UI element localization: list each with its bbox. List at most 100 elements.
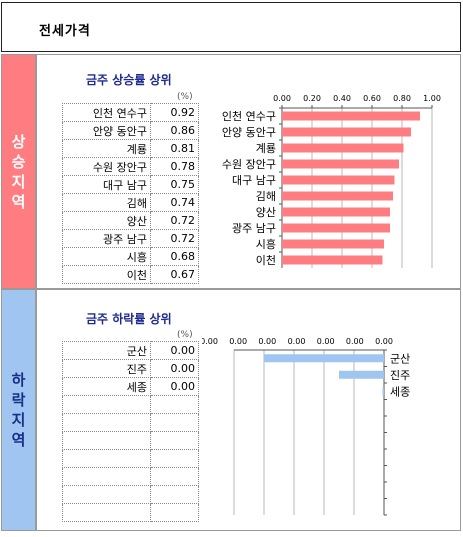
side-divider xyxy=(35,290,37,530)
page-header: 전세가격 xyxy=(1,2,461,52)
table-row: 이천 0.67 xyxy=(62,265,199,284)
table-row xyxy=(62,395,199,414)
rate-value-cell xyxy=(150,413,199,432)
category-label: 인천 연수구 xyxy=(222,109,276,123)
region-name-cell xyxy=(62,503,151,522)
table-row xyxy=(62,413,199,432)
table-row: 광주 남구 0.72 xyxy=(62,229,199,248)
table-row xyxy=(62,485,199,504)
rate-value-cell: 0.00 xyxy=(150,359,199,378)
rising-side-char: 상 xyxy=(11,132,26,151)
region-name-cell: 안양 동안구 xyxy=(62,121,151,140)
category-label: 진주 xyxy=(390,369,410,382)
rising-title: 금주 상승률 상위 xyxy=(86,73,172,87)
falling-side-char: 역 xyxy=(11,431,26,449)
bar xyxy=(282,191,393,201)
rate-value-cell: 0.78 xyxy=(150,157,199,176)
rate-value-cell xyxy=(150,431,199,450)
rate-value-cell xyxy=(150,449,199,468)
table-row: 양산 0.72 xyxy=(62,211,199,230)
region-name-cell: 세종 xyxy=(62,377,151,396)
category-label: 시흥 xyxy=(256,237,276,251)
category-label: 계룡 xyxy=(256,142,276,155)
rate-value-cell: 0.81 xyxy=(150,139,199,158)
falling-side-char: 하 xyxy=(11,371,26,389)
rate-value-cell: 0.00 xyxy=(150,341,199,360)
tick-label: 0.60 xyxy=(363,94,381,103)
region-name-cell: 인천 연수구 xyxy=(62,103,151,122)
bar xyxy=(282,175,395,185)
rate-value-cell: 0.92 xyxy=(150,103,199,122)
falling-title: 금주 하락률 상위 xyxy=(86,312,172,326)
bar xyxy=(282,239,384,249)
table-row: 안양 동안구 0.86 xyxy=(62,121,199,140)
tick-label: 0.00 xyxy=(273,94,291,103)
region-name-cell: 계룡 xyxy=(62,139,151,158)
rate-value-cell: 0.67 xyxy=(150,265,199,284)
falling-section: 하 락 지 역 금주 하락률 상위 (%) 군산 0.00 진주 0.00 세종 0.00… xyxy=(1,289,461,531)
table-row: 군산 0.00 xyxy=(62,341,199,360)
falling-side-char: 지 xyxy=(11,411,26,429)
tick-label: 0.00 xyxy=(317,337,335,346)
category-label: 김해 xyxy=(256,189,276,203)
bar xyxy=(282,207,390,217)
bar xyxy=(282,159,399,169)
rising-table: 인천 연수구 0.92 안양 동안구 0.86 계룡 0.81 수원 장안구 0.78 대구 남… xyxy=(62,103,199,284)
page-title: 전세가격 xyxy=(39,24,91,39)
rising-side-char: 역 xyxy=(11,192,26,211)
bar xyxy=(282,255,383,265)
category-label: 대구 남구 xyxy=(232,174,276,187)
region-name-cell xyxy=(62,395,151,414)
rate-value-cell xyxy=(150,485,199,504)
table-row: 진주 0.00 xyxy=(62,359,199,378)
category-label: 수원 장안구 xyxy=(222,158,276,171)
tick-label: 0.20 xyxy=(303,94,321,103)
falling-side-label: 하 락 지 역 xyxy=(2,290,35,530)
region-name-cell: 양산 xyxy=(62,211,151,230)
bar xyxy=(282,143,404,153)
category-label: 세종 xyxy=(390,385,410,398)
rate-value-cell: 0.75 xyxy=(150,175,199,194)
bar xyxy=(382,387,384,396)
rising-unit: (%) xyxy=(177,92,193,102)
tick-label: 0.00 xyxy=(288,337,306,346)
table-row: 대구 남구 0.75 xyxy=(62,175,199,194)
rising-side-label: 상 승 지 역 xyxy=(2,55,35,288)
falling-table: 군산 0.00 진주 0.00 세종 0.00 xyxy=(62,341,199,522)
rising-side-char: 지 xyxy=(11,172,26,191)
region-name-cell: 수원 장안구 xyxy=(62,157,151,176)
rate-value-cell: 0.00 xyxy=(150,377,199,396)
tick-label: 0.00 xyxy=(346,337,364,346)
tick-label: 0.00 xyxy=(258,337,276,346)
tick-label: 0.00 xyxy=(375,337,393,346)
rate-value-cell: 0.86 xyxy=(150,121,199,140)
region-name-cell xyxy=(62,467,151,486)
category-label: 군산 xyxy=(390,352,410,365)
falling-side-char: 락 xyxy=(11,391,26,409)
bar xyxy=(282,127,411,137)
bar xyxy=(264,354,384,363)
category-label: 안양 동안구 xyxy=(222,126,276,139)
tick-label: 1.00 xyxy=(423,94,441,103)
region-name-cell xyxy=(62,413,151,432)
region-name-cell: 군산 xyxy=(62,341,151,360)
table-row: 세종 0.00 xyxy=(62,377,199,396)
rate-value-cell: 0.72 xyxy=(150,229,199,248)
side-divider xyxy=(35,55,37,288)
region-name-cell xyxy=(62,485,151,504)
table-row: 수원 장안구 0.78 xyxy=(62,157,199,176)
rate-value-cell xyxy=(150,467,199,486)
region-name-cell: 진주 xyxy=(62,359,151,378)
region-name-cell xyxy=(62,431,151,450)
rate-value-cell: 0.72 xyxy=(150,211,199,230)
tick-label: 0.80 xyxy=(393,94,411,103)
bar xyxy=(282,223,390,233)
region-name-cell xyxy=(62,449,151,468)
rate-value-cell xyxy=(150,503,199,522)
category-label: 양산 xyxy=(256,206,276,219)
table-row xyxy=(62,449,199,468)
rising-side-char: 승 xyxy=(11,152,26,171)
table-row: 인천 연수구 0.92 xyxy=(62,103,199,122)
table-row: 김해 0.74 xyxy=(62,193,199,212)
